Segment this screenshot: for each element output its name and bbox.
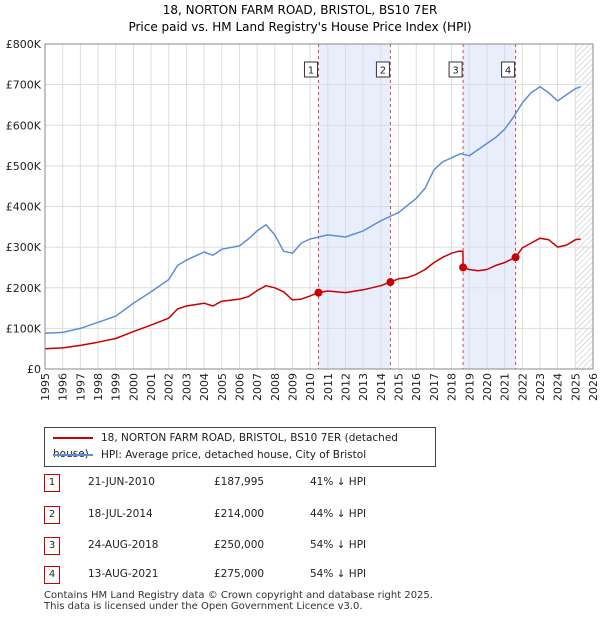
sale-row: 3 24-AUG-2018 £250,000 54% ↓ HPI [0, 533, 600, 559]
sale-number-box [448, 61, 463, 78]
sale-date: 13-AUG-2021 [88, 568, 159, 580]
x-tick-label: 2002 [163, 373, 176, 401]
x-tick-label: 2012 [340, 373, 353, 401]
x-tick-label: 2013 [357, 373, 370, 401]
sale-number-badge: 1 [44, 474, 60, 492]
x-tick-label: 1995 [39, 373, 52, 401]
sale-number-label: 2 [380, 66, 386, 77]
y-tick-label: £100K [6, 322, 42, 335]
sale-number-box [303, 61, 318, 78]
legend-item-hpi: HPI: Average price, detached house, City… [53, 447, 366, 463]
x-tick-label: 2016 [410, 373, 423, 401]
sale-hpi-diff: 54% ↓ HPI [310, 539, 367, 551]
price-chart: 18, NORTON FARM ROAD, BRISTOL, BS10 7ER … [6, 3, 600, 401]
x-tick-label: 2022 [516, 373, 529, 401]
x-tick-label: 1997 [74, 373, 87, 401]
x-tick-label: 2005 [216, 373, 229, 401]
legend-swatch-property [53, 437, 93, 439]
sale-hpi-diff: 41% ↓ HPI [310, 476, 367, 488]
x-tick-label: 2001 [145, 373, 158, 401]
x-tick-label: 2014 [375, 373, 388, 401]
legend-swatch-hpi [53, 454, 93, 456]
sale-number-box [375, 61, 390, 78]
x-tick-label: 2026 [587, 373, 600, 401]
footer: Contains HM Land Registry data © Crown c… [44, 590, 433, 612]
sale-price: £275,000 [214, 568, 265, 580]
x-tick-label: 2010 [304, 373, 317, 401]
x-tick-label: 2025 [569, 373, 582, 401]
x-tick-label: 2015 [393, 373, 406, 401]
x-tick-label: 2021 [499, 373, 512, 401]
hpi-line [44, 85, 581, 335]
x-tick-label: 1996 [57, 373, 70, 401]
x-tick-label: 2019 [463, 373, 476, 401]
x-tick-label: 2004 [198, 373, 211, 401]
x-tick-label: 2003 [180, 373, 193, 401]
x-tick-label: 2007 [251, 373, 264, 401]
y-tick-label: £500K [6, 160, 42, 173]
y-tick-label: £0 [27, 363, 41, 376]
sale-date: 18-JUL-2014 [88, 508, 153, 520]
y-tick-label: £800K [6, 38, 42, 51]
x-tick-label: 2017 [428, 373, 441, 401]
sale-number-label: 3 [452, 66, 458, 77]
x-tick-label: 1999 [110, 373, 123, 401]
sale-hpi-diff: 54% ↓ HPI [310, 568, 367, 580]
sale-point [386, 278, 395, 287]
sale-hpi-diff: 44% ↓ HPI [310, 508, 367, 520]
y-tick-label: £300K [6, 241, 42, 254]
y-tick-label: £600K [6, 119, 42, 132]
y-tick-label: £200K [6, 282, 42, 295]
x-tick-label: 1998 [92, 373, 105, 401]
sale-date: 24-AUG-2018 [88, 539, 159, 551]
chart-subtitle: Price paid vs. HM Land Registry's House … [128, 20, 471, 34]
x-tick-label: 2006 [233, 373, 246, 401]
sale-number-badge: 4 [44, 566, 60, 584]
sale-point [459, 263, 468, 272]
sale-number-label: 1 [308, 66, 314, 77]
y-tick-label: £700K [6, 79, 42, 92]
chart-title: 18, NORTON FARM ROAD, BRISTOL, BS10 7ER [163, 3, 438, 17]
x-tick-label: 2023 [534, 373, 547, 401]
sale-row: 4 13-AUG-2021 £275,000 54% ↓ HPI [0, 562, 600, 588]
sale-date: 21-JUN-2010 [88, 476, 155, 488]
sale-number-badge: 3 [44, 537, 60, 555]
footer-copyright: Contains HM Land Registry data © Crown c… [44, 590, 433, 601]
sale-price: £214,000 [214, 508, 265, 520]
legend-item-property: 18, NORTON FARM ROAD, BRISTOL, BS10 7ER … [53, 430, 435, 460]
x-tick-label: 2008 [269, 373, 282, 401]
legend: 18, NORTON FARM ROAD, BRISTOL, BS10 7ER … [44, 427, 436, 467]
y-tick-label: £400K [6, 201, 42, 214]
plot-frame [44, 43, 594, 370]
x-tick-label: 2018 [446, 373, 459, 401]
sale-number-label: 4 [505, 66, 511, 77]
x-tick-label: 2009 [286, 373, 299, 401]
sale-number-badge: 2 [44, 506, 60, 524]
sale-price: £187,995 [214, 476, 265, 488]
footer-licence: This data is licensed under the Open Gov… [44, 601, 363, 612]
legend-label-hpi: HPI: Average price, detached house, City… [101, 449, 367, 461]
x-tick-label: 2024 [552, 373, 565, 401]
sale-number-box [501, 61, 516, 78]
sale-row: 2 18-JUL-2014 £214,000 44% ↓ HPI [0, 502, 600, 528]
sale-row: 1 21-JUN-2010 £187,995 41% ↓ HPI [0, 470, 600, 496]
property-price-line [44, 237, 581, 350]
x-tick-label: 2020 [481, 373, 494, 401]
sale-point [314, 288, 323, 297]
sale-price: £250,000 [214, 539, 265, 551]
x-tick-label: 2000 [127, 373, 140, 401]
x-tick-label: 2011 [322, 373, 335, 401]
sale-point [511, 253, 520, 262]
